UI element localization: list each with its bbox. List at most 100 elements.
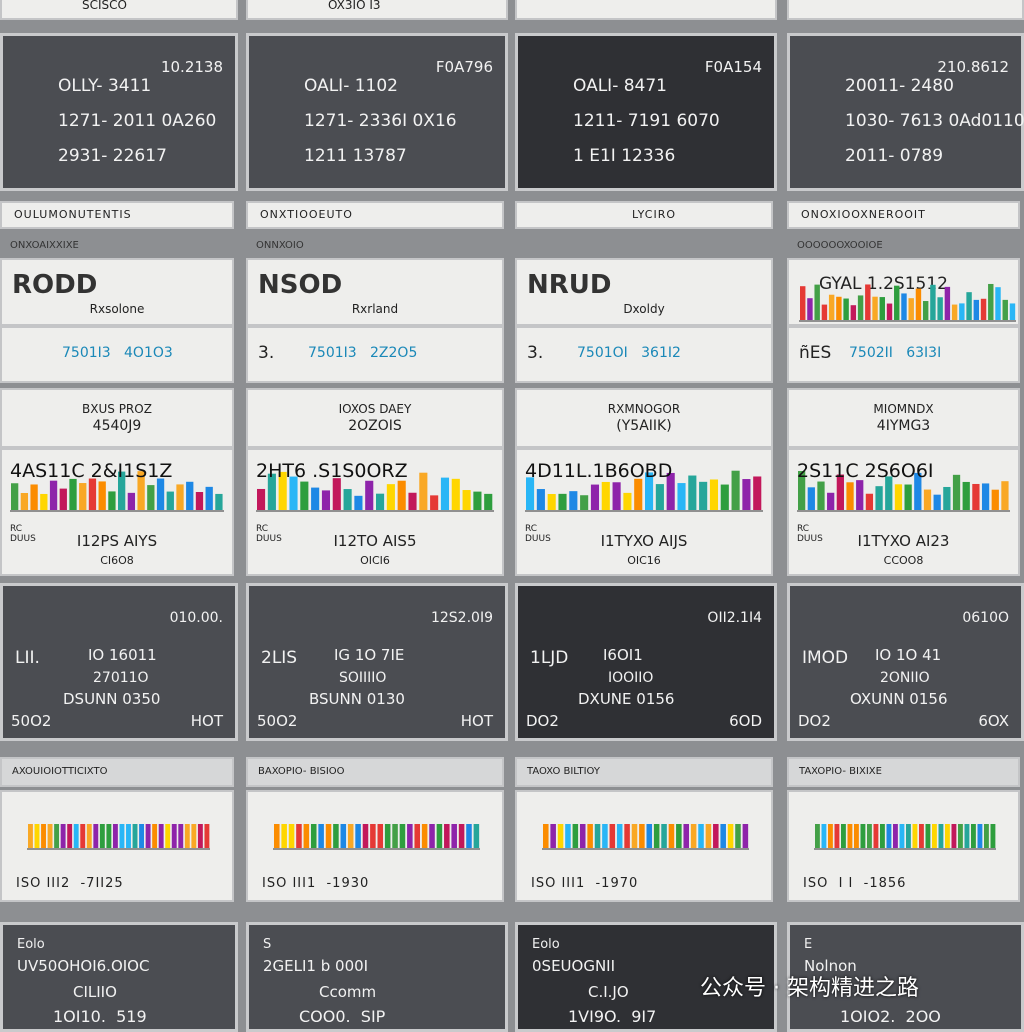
panel-title: RODD xyxy=(12,270,98,300)
bar xyxy=(11,483,19,510)
panel-bottom: ISO I I -1856 xyxy=(803,876,907,891)
bar xyxy=(807,298,813,320)
bar xyxy=(572,824,579,848)
bar xyxy=(484,493,493,510)
bar xyxy=(430,495,439,510)
bar xyxy=(49,480,58,510)
panel-tag: RC DUUS xyxy=(256,524,282,544)
bar xyxy=(429,824,435,848)
status-panel: 210.8612 20011- 2480 1030- 7613 0Ad0110 201… xyxy=(787,33,1024,191)
chart-panel: 4D11L.1B6OBD RC DUUS I1TYXO AIJS OIC16 xyxy=(515,448,773,576)
status-panel: E Nolnon 1OIO2. 2OO xyxy=(787,922,1024,1032)
bar xyxy=(646,824,653,848)
bar xyxy=(800,286,806,320)
bar xyxy=(850,305,857,320)
bar xyxy=(943,486,951,510)
section-header: ONNXOIO xyxy=(256,240,304,251)
bar xyxy=(526,477,535,510)
bar xyxy=(951,824,957,848)
header-label: BAXOPIO- BISIOO xyxy=(258,766,345,777)
panel-corner: 210.8612 xyxy=(937,58,1009,76)
bar xyxy=(399,824,406,848)
bar xyxy=(343,489,352,510)
bar xyxy=(865,284,871,320)
bar xyxy=(41,824,46,848)
bar xyxy=(376,493,385,510)
bar xyxy=(990,824,996,848)
bar xyxy=(99,824,105,848)
bar xyxy=(178,824,184,848)
panel-line: SOIIIIO xyxy=(339,670,387,686)
panel-line: IG 1O 7IE xyxy=(334,646,405,664)
panel-subtitle: Dxoldy xyxy=(623,302,665,316)
bar xyxy=(543,824,549,848)
mini-bars xyxy=(27,824,210,850)
bar xyxy=(377,824,384,848)
panel-foot: OICI6 xyxy=(360,554,390,567)
number-panel: 3. 7501I3 2Z2O5 xyxy=(246,326,504,383)
status-panel: OII2.1I4 1LJD I6OI1 IOOIIO DXUNE 0156 DO2 6OD xyxy=(515,583,777,741)
bar xyxy=(60,824,66,848)
bar xyxy=(894,484,903,510)
panel-numbers: 7501I3 4O1O3 xyxy=(62,345,173,361)
panel-line: 1030- 7613 0Ad0110 xyxy=(845,111,1024,131)
bar xyxy=(639,824,645,848)
bar xyxy=(384,824,391,848)
section-header: AXOUIOIOTTICIXTO xyxy=(0,757,234,787)
panel-title: NRUD xyxy=(527,270,612,300)
bar xyxy=(834,824,840,848)
bar xyxy=(925,824,931,848)
bar xyxy=(899,824,905,848)
section-header: OOOOOOXOOIOE xyxy=(797,240,883,251)
bar xyxy=(867,824,872,848)
bar xyxy=(156,478,165,510)
bar xyxy=(623,492,632,510)
panel-line: Eolo xyxy=(532,937,560,952)
bar xyxy=(311,487,320,510)
bar xyxy=(118,471,126,510)
bar xyxy=(204,824,210,848)
bar xyxy=(93,824,99,848)
bar xyxy=(720,824,726,848)
bar xyxy=(34,824,40,848)
panel-line: LII. xyxy=(15,648,40,668)
mini-bars xyxy=(10,471,224,512)
panel-corner: F0A154 xyxy=(704,58,762,76)
bar xyxy=(742,824,749,848)
header-label: TAOXO BILTIOY xyxy=(527,766,600,777)
bar xyxy=(112,824,118,848)
panel-line: 2GELI1 b 000I xyxy=(263,957,369,975)
panel-bottom: ISO III1 -1930 xyxy=(262,876,370,891)
watermark: 公众号 · 架构精进之路 xyxy=(700,976,919,1001)
bar xyxy=(880,824,885,848)
bar xyxy=(340,824,347,848)
bar xyxy=(856,480,864,510)
panel-line: 50O2 xyxy=(257,712,298,730)
strip-label: OULUMONUTENTIS xyxy=(14,208,132,221)
bar xyxy=(668,824,675,848)
bar xyxy=(971,824,976,848)
bar xyxy=(688,475,697,510)
bar xyxy=(473,491,482,510)
panel-subtitle: 4IYMG3 xyxy=(876,418,931,434)
bar xyxy=(912,824,918,848)
bar xyxy=(557,824,564,848)
panel-corner: 12S2.0I9 xyxy=(430,610,493,626)
bar xyxy=(355,824,361,848)
bar xyxy=(274,824,280,848)
panel-title: MIOMNDX xyxy=(873,402,934,416)
panel-line: 0SEUOGNII xyxy=(532,957,616,975)
panel-line: 2ONIIO xyxy=(880,670,930,686)
panel-subtitle: (Y5AIIK) xyxy=(616,418,672,434)
bar xyxy=(966,292,972,320)
bar xyxy=(893,824,898,848)
panel-corner: 010.00. xyxy=(169,610,223,626)
bar xyxy=(922,301,929,320)
bar xyxy=(995,287,1001,320)
label-strip: LYCIRO xyxy=(515,201,773,229)
strip-label: ONOXIOOXNEROOIT xyxy=(801,208,926,221)
bar xyxy=(197,824,203,848)
panel-line: 2931- 22617 xyxy=(58,146,167,166)
bar xyxy=(79,483,87,510)
bar xyxy=(158,824,164,848)
